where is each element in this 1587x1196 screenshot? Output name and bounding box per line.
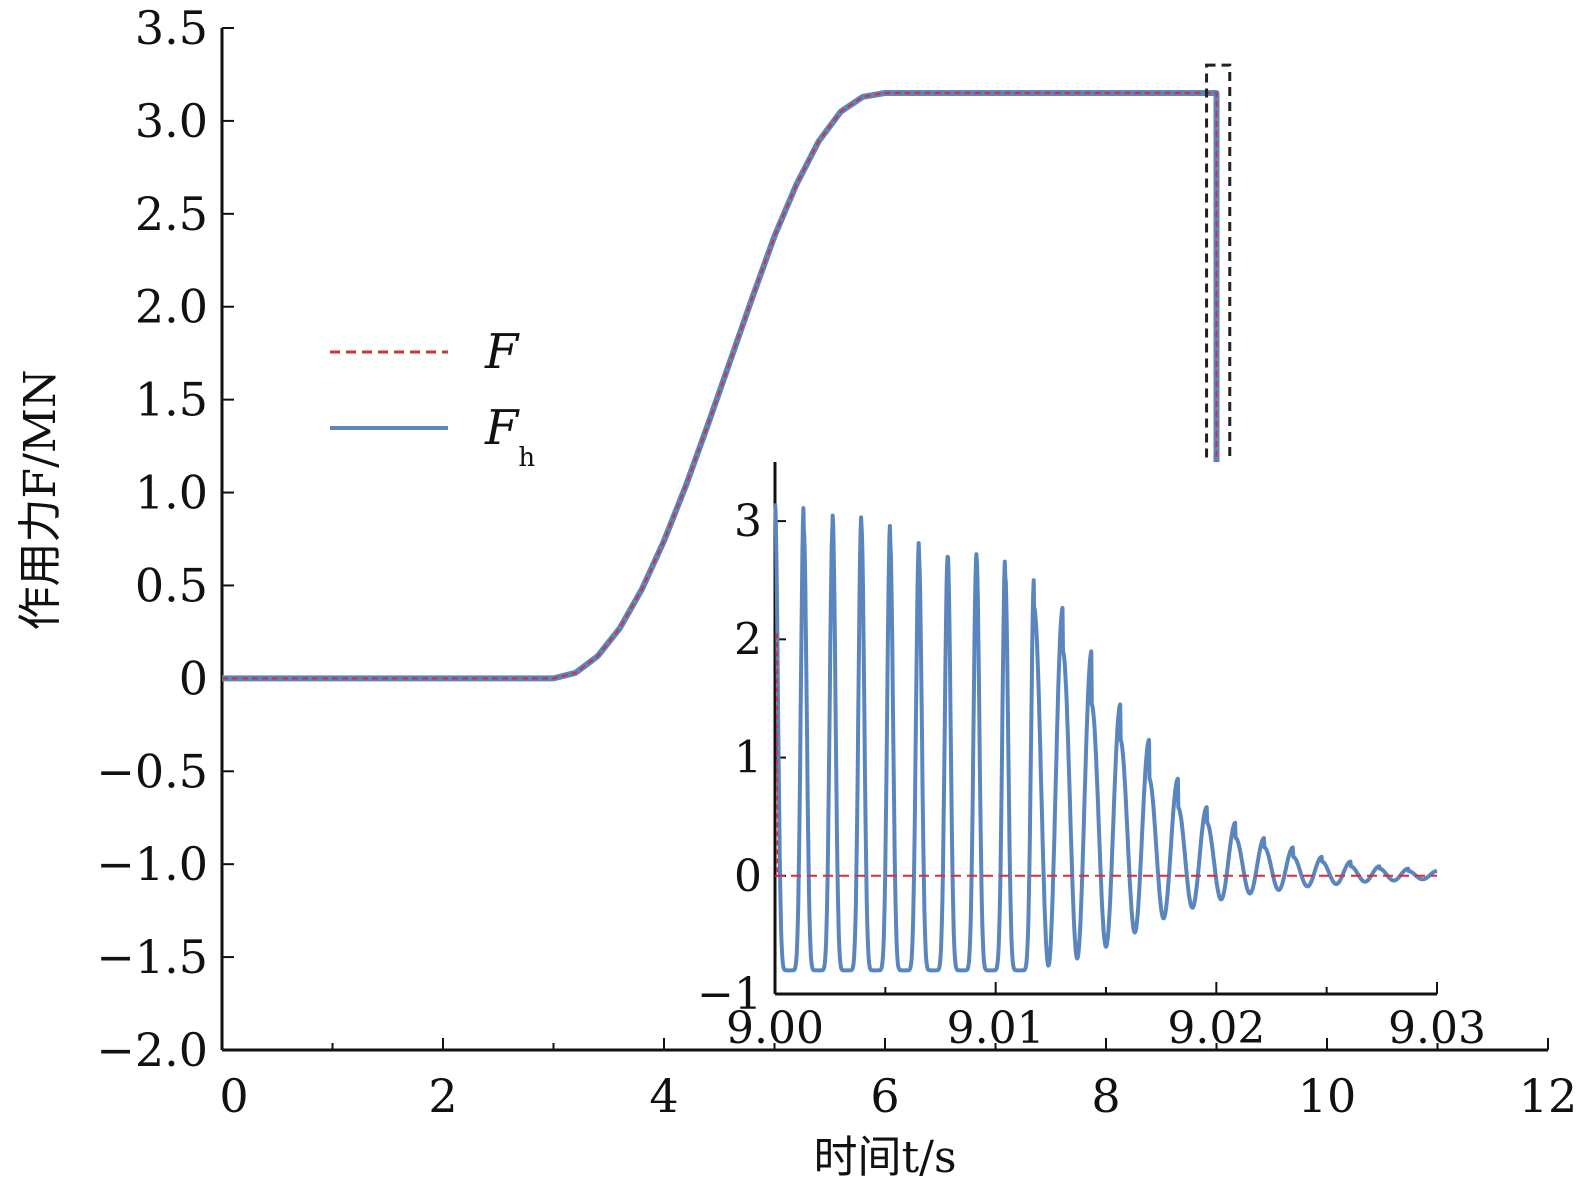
legend-label: Fh: [484, 400, 535, 473]
y-tick-label: 2.5: [135, 187, 208, 241]
series-line-F: [222, 92, 1383, 680]
main-series: [222, 90, 1383, 682]
y-axis-title: 作用力F/MN: [15, 370, 66, 631]
inset-y-tick-label: 1: [734, 733, 762, 784]
inset-y-tick-label: 2: [734, 614, 762, 665]
inset-x-tick-label: 9.02: [1167, 1003, 1265, 1054]
x-tick-label: 6: [870, 1069, 899, 1123]
y-tick-label: 0: [179, 651, 208, 705]
x-tick-label: 2: [428, 1069, 457, 1123]
y-tick-label: 3.5: [135, 1, 208, 55]
inset-x-tick-label: 9.03: [1388, 1003, 1486, 1054]
y-tick-label: 3.0: [135, 94, 208, 148]
legend-subscript: h: [518, 443, 535, 473]
inset-y-tick-label: 3: [734, 496, 762, 547]
x-axis-title: 时间t/s: [813, 1132, 956, 1183]
x-tick-label: 10: [1298, 1069, 1357, 1123]
inset-series-line-Fh: [773, 503, 1439, 973]
x-tick-label: 12: [1519, 1069, 1578, 1123]
y-tick-label: −0.5: [96, 744, 208, 798]
y-tick-label: −1.0: [96, 837, 208, 891]
inset-y-tick-label: 0: [734, 851, 762, 902]
inset-plot: 9.00 9.01 9.02 9.03 −1 0 1 2 3: [697, 462, 1486, 1054]
legend: F Fh: [330, 324, 535, 473]
x-tick-label: 8: [1091, 1069, 1120, 1123]
inset-background: [775, 462, 1437, 996]
inset-x-tick-label: 9.00: [726, 1003, 824, 1054]
y-tick-label: 0.5: [135, 558, 208, 612]
main-plot: 0 2 4 6 8 10 12−2.0−1.5−1.0−0.500.51.01.52.02.…: [15, 1, 1577, 1183]
y-tick-label: 2.0: [135, 280, 208, 334]
inset-y-tick-label: −1: [697, 969, 762, 1020]
inset-x-tick-label: 9.01: [947, 1003, 1045, 1054]
y-tick-label: −2.0: [96, 1023, 208, 1077]
y-tick-label: 1.5: [135, 373, 208, 427]
legend-label: F: [484, 324, 520, 380]
inset-series: [773, 503, 1439, 973]
x-tick-label: 4: [649, 1069, 678, 1123]
y-tick-label: 1.0: [135, 466, 208, 520]
main-ticks: 0 2 4 6 8 10 12−2.0−1.5−1.0−0.500.51.01.52.02.…: [96, 1, 1577, 1123]
x-tick-label: 0: [219, 1069, 248, 1123]
y-tick-label: −1.5: [96, 930, 208, 984]
